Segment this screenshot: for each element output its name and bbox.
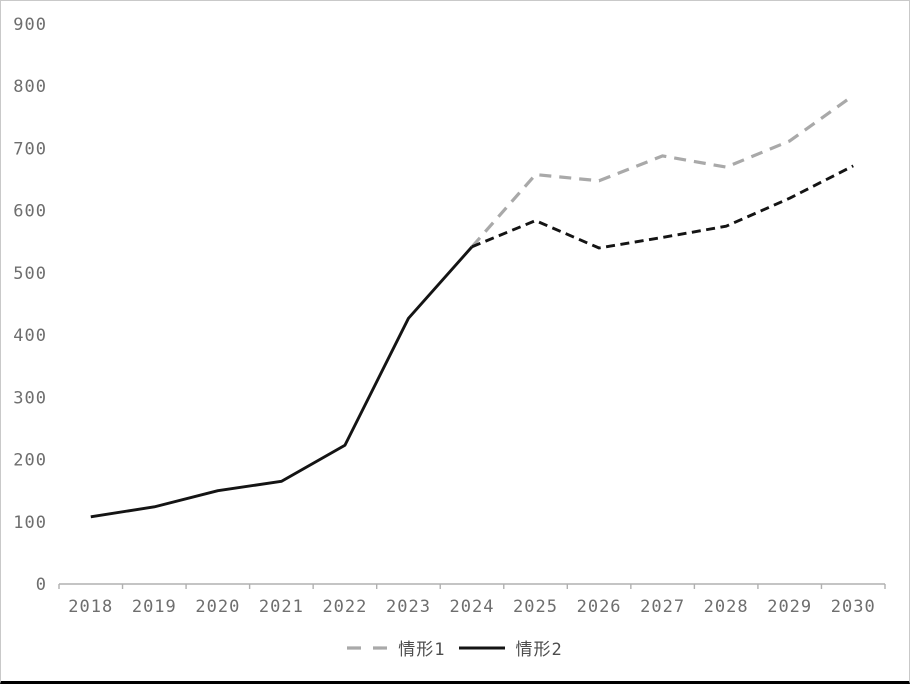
x-tick-label: 2026 [577, 597, 622, 617]
y-tick-label: 400 [13, 326, 47, 346]
x-tick-label: 2021 [259, 597, 304, 617]
x-axis-labels: 2018 2019 2020 2021 2022 2023 2024 2025 2026 2027… [68, 597, 876, 617]
series-lines [90, 94, 855, 519]
x-tick-label: 2018 [68, 597, 113, 617]
legend-item-scenario1: 情形1 [347, 635, 445, 660]
x-tick-label: 2019 [132, 597, 177, 617]
series-scenario2-forecast-line [471, 164, 854, 250]
series-scenario1-line [470, 94, 855, 248]
solid-line-swatch-icon [458, 646, 505, 649]
chart-legend: 情形1 情形2 [1, 635, 909, 660]
y-axis: 0 100 200 300 400 500 600 700 800 900 [13, 15, 47, 595]
y-tick-label: 700 [13, 139, 47, 159]
line-chart: 0 100 200 300 400 500 600 700 800 900 2018 2019 202… [13, 15, 886, 617]
y-tick-label: 100 [13, 513, 47, 533]
y-tick-label: 300 [13, 388, 47, 408]
y-tick-label: 500 [13, 264, 47, 284]
x-tick-label: 2025 [513, 597, 558, 617]
y-tick-label: 800 [13, 77, 47, 97]
dashed-line-swatch-icon [347, 645, 388, 650]
legend-label-scenario1: 情形1 [398, 640, 446, 660]
x-tick-label: 2030 [831, 597, 876, 617]
x-tick-label: 2029 [767, 597, 812, 617]
series-scenario2-history-line [90, 245, 474, 519]
x-tick-label: 2027 [640, 597, 685, 617]
x-tick-label: 2020 [195, 597, 240, 617]
x-tick-label: 2022 [322, 597, 367, 617]
y-tick-label: 200 [13, 451, 47, 471]
y-tick-label: 600 [13, 202, 47, 222]
legend-label-scenario2: 情形2 [515, 640, 563, 660]
legend-item-scenario2: 情形2 [458, 635, 563, 660]
x-tick-label: 2024 [450, 597, 495, 617]
x-tick-label: 2023 [386, 597, 431, 617]
y-tick-label: 0 [36, 575, 47, 595]
y-tick-label: 900 [13, 15, 47, 35]
x-tick-label: 2028 [704, 597, 749, 617]
x-axis [58, 583, 886, 589]
